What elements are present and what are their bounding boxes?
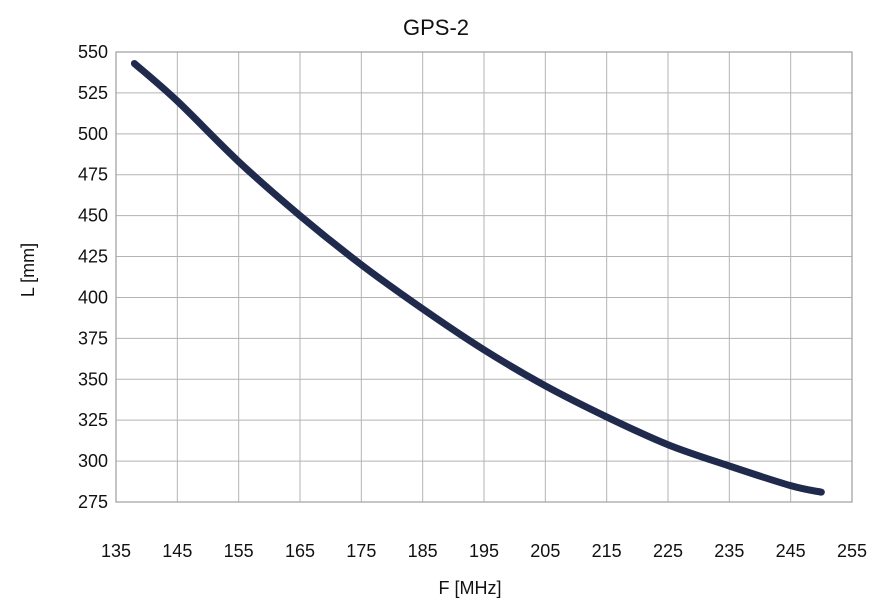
series-group <box>130 59 825 496</box>
y-axis-ticks: 550 525 500 475 450 425 400 375 350 325 300 275 <box>78 42 108 512</box>
x-axis-label: F [MHz] <box>439 578 502 598</box>
x-tick-label: 175 <box>346 541 376 561</box>
x-tick-label: 255 <box>837 541 867 561</box>
x-tick-label: 135 <box>101 541 131 561</box>
y-tick-label: 500 <box>78 124 108 144</box>
y-tick-label: 375 <box>78 328 108 348</box>
x-tick-label: 195 <box>469 541 499 561</box>
y-axis-label: L [mm] <box>18 243 38 297</box>
x-tick-label: 205 <box>530 541 560 561</box>
y-tick-label: 525 <box>78 83 108 103</box>
series-line <box>130 59 825 496</box>
x-tick-label: 165 <box>285 541 315 561</box>
x-tick-label: 185 <box>408 541 438 561</box>
y-tick-label: 350 <box>78 369 108 389</box>
y-tick-label: 450 <box>78 206 108 226</box>
x-tick-label: 235 <box>714 541 744 561</box>
y-tick-label: 425 <box>78 247 108 267</box>
y-tick-label: 400 <box>78 287 108 307</box>
plot-frame <box>115 51 853 503</box>
y-tick-label: 550 <box>78 42 108 62</box>
y-tick-label: 275 <box>78 492 108 512</box>
x-tick-label: 225 <box>653 541 683 561</box>
y-tick-label: 325 <box>78 410 108 430</box>
chart-title: GPS-2 <box>403 15 469 40</box>
x-tick-label: 155 <box>224 541 254 561</box>
x-tick-label: 245 <box>776 541 806 561</box>
plot-grid <box>115 51 853 503</box>
y-tick-label: 475 <box>78 165 108 185</box>
x-tick-label: 145 <box>162 541 192 561</box>
x-axis-ticks: 135 145 155 165 175 185 195 205 215 225 235 245 255 <box>101 541 867 561</box>
y-tick-label: 300 <box>78 451 108 471</box>
x-tick-label: 215 <box>592 541 622 561</box>
